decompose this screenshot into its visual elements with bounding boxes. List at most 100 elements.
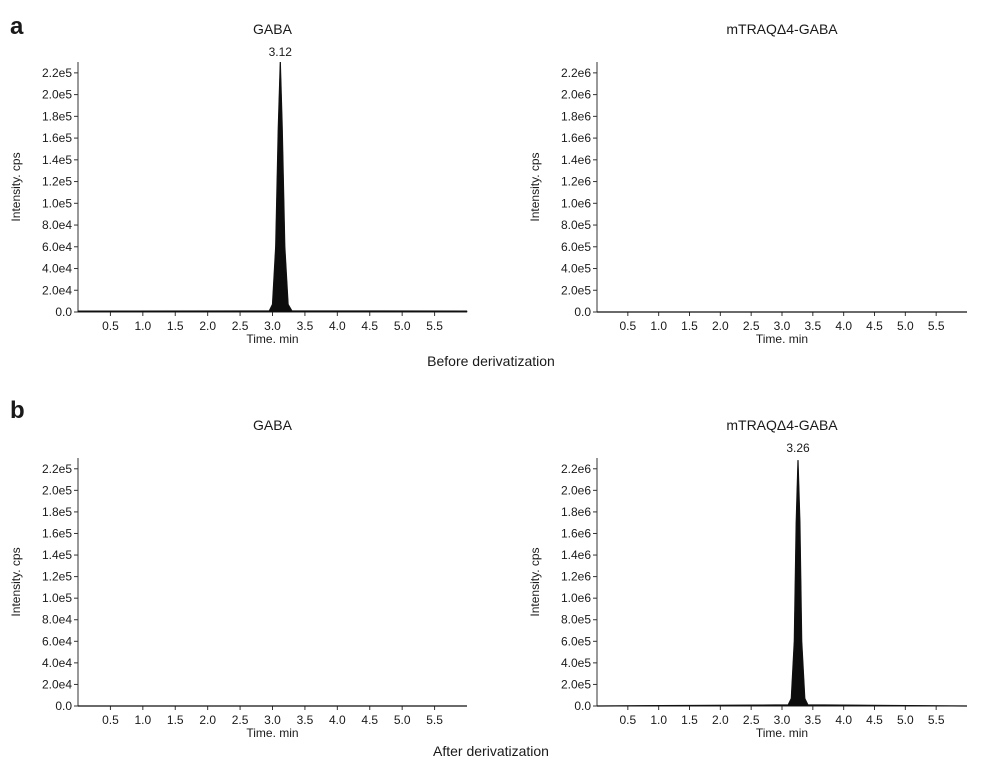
x-tick-label: 4.5 — [361, 319, 378, 333]
y-tick-label: 1.6e6 — [561, 131, 591, 145]
y-tick-label: 6.0e4 — [42, 634, 72, 648]
y-tick-label: 1.0e6 — [561, 591, 591, 605]
y-tick-label: 1.0e6 — [561, 196, 591, 210]
y-axis-label: Intensity. cps — [528, 152, 542, 221]
y-tick-label: 8.0e4 — [42, 613, 72, 627]
y-tick-label: 2.0e6 — [561, 88, 591, 102]
y-tick-label: 4.0e4 — [42, 262, 72, 276]
peak-retention-label: 3.26 — [786, 441, 810, 455]
x-tick-label: 5.0 — [394, 713, 411, 727]
x-tick-label: 1.0 — [650, 713, 667, 727]
x-tick-label: 0.5 — [102, 319, 119, 333]
x-tick-label: 3.0 — [264, 319, 281, 333]
y-tick-label: 1.4e5 — [42, 153, 72, 167]
y-tick-label: 1.0e5 — [42, 591, 72, 605]
y-tick-label: 8.0e5 — [561, 218, 591, 232]
y-tick-label: 1.4e5 — [42, 548, 72, 562]
x-axis-label: Time. min — [246, 726, 298, 740]
y-tick-label: 1.8e5 — [42, 505, 72, 519]
x-tick-label: 4.0 — [835, 319, 852, 333]
x-tick-label: 1.5 — [167, 713, 184, 727]
x-tick-label: 1.0 — [650, 319, 667, 333]
x-tick-label: 5.5 — [426, 713, 443, 727]
y-tick-label: 1.8e6 — [561, 109, 591, 123]
y-tick-label: 6.0e4 — [42, 240, 72, 254]
chart-mtraq-gaba-after: mTRAQΔ4-GABA 0.0 2.0e5 4.0e5 6.0e5 8.0e5 1.0e6… — [528, 417, 968, 740]
x-tick-label: 2.0 — [199, 319, 216, 333]
y-tick-label: 4.0e4 — [42, 656, 72, 670]
caption-after-derivatization: After derivatization — [433, 743, 549, 759]
x-tick-label: 1.0 — [134, 319, 151, 333]
x-tick-label: 3.5 — [804, 319, 821, 333]
y-tick-label: 2.0e5 — [561, 677, 591, 691]
x-tick-label: 5.0 — [897, 319, 914, 333]
x-tick-label: 3.0 — [774, 713, 791, 727]
y-axis-label: Intensity. cps — [9, 547, 23, 616]
panel-letter-a: a — [10, 13, 24, 40]
y-tick-label: 0.0 — [574, 305, 591, 319]
y-tick-label: 1.8e5 — [42, 109, 72, 123]
x-tick-label: 1.5 — [681, 319, 698, 333]
x-tick-label: 2.5 — [232, 319, 249, 333]
x-tick-label: 5.5 — [426, 319, 443, 333]
x-tick-label: 1.0 — [134, 713, 151, 727]
y-axis-label: Intensity. cps — [9, 152, 23, 221]
x-tick-label: 5.5 — [928, 713, 945, 727]
x-tick-label: 3.0 — [264, 713, 281, 727]
x-tick-label: 2.5 — [743, 319, 760, 333]
x-tick-label: 0.5 — [619, 319, 636, 333]
y-tick-label: 2.2e6 — [561, 462, 591, 476]
peak-retention-label: 3.12 — [269, 45, 293, 59]
x-axis-label: Time. min — [756, 726, 808, 740]
chart-mtraq-gaba-before: mTRAQΔ4-GABA 0.0 2.0e5 4.0e5 6.0e5 8.0e5 1.0e6… — [528, 21, 967, 346]
y-tick-label: 0.0 — [55, 699, 72, 713]
y-tick-label: 1.4e6 — [561, 548, 591, 562]
x-tick-label: 3.0 — [774, 319, 791, 333]
x-tick-label: 4.0 — [835, 713, 852, 727]
y-tick-label: 2.0e4 — [42, 677, 72, 691]
y-tick-label: 8.0e4 — [42, 218, 72, 232]
x-tick-label: 4.0 — [329, 713, 346, 727]
chromatogram-peak — [596, 460, 968, 707]
x-tick-label: 2.5 — [743, 713, 760, 727]
chromatogram-trace — [77, 61, 468, 312]
y-tick-label: 6.0e5 — [561, 634, 591, 648]
x-tick-label: 4.0 — [329, 319, 346, 333]
x-tick-label: 1.5 — [167, 319, 184, 333]
chart-gaba-before: GABA 0.0 2.0e4 4.0e4 6.0e4 8.0e4 1.0e5 1.2e5 1.4… — [9, 21, 468, 346]
x-tick-label: 4.5 — [361, 713, 378, 727]
y-tick-label: 6.0e5 — [561, 240, 591, 254]
y-tick-label: 2.0e5 — [42, 88, 72, 102]
x-tick-label: 1.5 — [681, 713, 698, 727]
y-tick-label: 4.0e5 — [561, 656, 591, 670]
x-tick-label: 2.5 — [232, 713, 249, 727]
y-tick-label: 4.0e5 — [561, 262, 591, 276]
chromatogram-peak — [77, 61, 468, 313]
y-tick-label: 2.2e5 — [42, 66, 72, 80]
chart-title: mTRAQΔ4-GABA — [726, 417, 838, 433]
y-axis-label: Intensity. cps — [528, 547, 542, 616]
caption-before-derivatization: Before derivatization — [427, 353, 555, 369]
x-tick-label: 3.5 — [297, 319, 314, 333]
chart-gaba-after: GABA 0.0 2.0e4 4.0e4 6.0e4 8.0e4 1.0e5 1.2e5 1.4… — [9, 417, 467, 740]
y-tick-label: 1.2e5 — [42, 175, 72, 189]
y-tick-label: 2.2e5 — [42, 462, 72, 476]
y-tick-label: 2.0e5 — [42, 483, 72, 497]
x-tick-label: 4.5 — [866, 713, 883, 727]
y-tick-label: 1.2e6 — [561, 570, 591, 584]
y-tick-label: 1.6e6 — [561, 526, 591, 540]
y-tick-label: 2.0e6 — [561, 483, 591, 497]
x-tick-label: 4.5 — [866, 319, 883, 333]
y-tick-label: 2.0e4 — [42, 283, 72, 297]
y-tick-label: 1.2e5 — [42, 570, 72, 584]
x-tick-label: 2.0 — [712, 319, 729, 333]
y-tick-label: 0.0 — [574, 699, 591, 713]
x-axis-label: Time. min — [756, 332, 808, 346]
y-tick-label: 1.0e5 — [42, 196, 72, 210]
x-tick-label: 2.0 — [712, 713, 729, 727]
panel-letter-b: b — [10, 397, 25, 424]
x-tick-label: 5.0 — [394, 319, 411, 333]
chromatogram-trace — [596, 460, 968, 707]
y-tick-label: 2.2e6 — [561, 66, 591, 80]
